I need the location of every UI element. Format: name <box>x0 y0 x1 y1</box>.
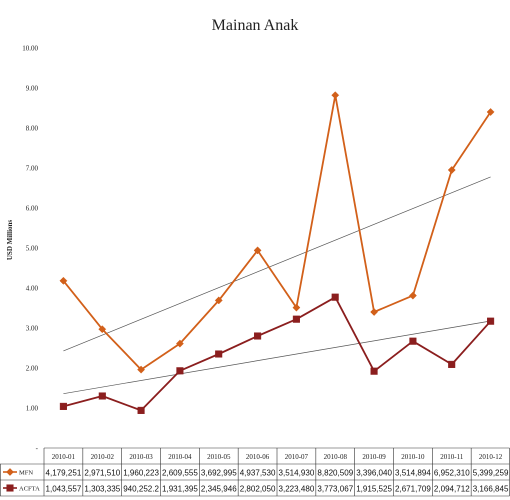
y-tick-label: 9.00 <box>26 85 39 93</box>
trendline-acfta <box>63 320 491 395</box>
x-tick-label: 2010-07 <box>285 453 309 461</box>
point-mfn <box>253 246 262 255</box>
data-label: 3,514,930 <box>279 468 315 478</box>
x-tick-label: 2010-03 <box>129 453 153 461</box>
legend-label: ACFTA <box>19 486 40 493</box>
point-acfta <box>137 406 145 414</box>
y-tick-label: 3.00 <box>26 325 39 333</box>
data-label: 940,252.2 <box>123 484 159 494</box>
data-label: 5,399,259 <box>473 468 509 478</box>
data-label: 1,931,395 <box>162 484 198 494</box>
line-acfta <box>63 296 492 412</box>
chart-title: Mainan Anak <box>212 17 299 34</box>
legend-mfn: MFN <box>3 468 33 477</box>
data-label: 4,937,530 <box>240 468 276 478</box>
x-tick-label: 2010-09 <box>362 453 386 461</box>
point-acfta <box>98 392 106 400</box>
line-mfn <box>62 94 492 371</box>
point-acfta <box>59 402 67 410</box>
series-acfta <box>59 293 495 414</box>
x-tick-label: 2010-01 <box>52 453 76 461</box>
y-axis-label: USD Millions <box>6 220 14 261</box>
data-label: 3,166,845 <box>473 484 509 494</box>
legend-acfta: ACFTA <box>3 484 40 493</box>
y-tick-label: 1.00 <box>26 405 39 413</box>
point-acfta <box>176 367 184 375</box>
y-tick-label: 6.00 <box>26 205 39 213</box>
data-label: 3,514,894 <box>395 468 431 478</box>
x-tick-label: 2010-05 <box>207 453 231 461</box>
data-table: 2010-01 2010-02 2010-03 2010-04 2010-05 2010-… <box>0 447 510 497</box>
y-tick-label: 8.00 <box>26 125 39 133</box>
point-mfn <box>137 365 146 374</box>
point-acfta <box>370 367 378 375</box>
trendline-mfn <box>63 176 491 352</box>
point-mfn <box>408 291 417 300</box>
data-label: 2,345,946 <box>201 484 237 494</box>
y-tick-label: 10.00 <box>22 45 38 53</box>
data-label: 1,915,525 <box>356 484 392 494</box>
point-acfta <box>254 332 262 340</box>
data-label: 2,094,712 <box>434 484 470 494</box>
point-acfta <box>448 360 456 368</box>
x-tick-label: 2010-08 <box>324 453 348 461</box>
y-tick-label: 2.00 <box>26 365 39 373</box>
y-axis-ticks: - 1.00 2.00 3.00 4.00 5.00 6.00 7.00 8.00 9.00 10.… <box>22 45 38 453</box>
data-label: 6,952,310 <box>434 468 470 478</box>
x-tick-label: 2010-06 <box>246 453 270 461</box>
data-label: 3,223,480 <box>279 484 315 494</box>
y-tick-label: 7.00 <box>26 165 39 173</box>
point-mfn <box>59 276 68 285</box>
data-label: 8,820,509 <box>317 468 353 478</box>
series-mfn <box>59 91 495 374</box>
data-label: 2,609,555 <box>162 468 198 478</box>
x-tick-label: 2010-12 <box>479 453 503 461</box>
point-mfn <box>292 303 301 312</box>
point-acfta <box>487 317 495 325</box>
data-label: 3,396,040 <box>356 468 392 478</box>
legend-marker <box>6 468 14 476</box>
data-label: 3,692,995 <box>201 468 237 478</box>
point-mfn <box>486 108 495 116</box>
data-label: 1,043,557 <box>46 484 82 494</box>
point-acfta <box>331 293 339 301</box>
data-label: 3,773,067 <box>317 484 353 494</box>
series-group <box>59 91 495 414</box>
x-tick-label: 2010-02 <box>91 453 115 461</box>
point-mfn <box>331 91 340 100</box>
data-label: 4,179,251 <box>46 468 82 478</box>
point-mfn <box>98 325 107 334</box>
y-tick-label: - <box>36 445 39 453</box>
point-acfta <box>409 337 417 345</box>
point-acfta <box>292 315 300 323</box>
x-tick-label: 2010-10 <box>401 453 425 461</box>
legend-marker <box>6 484 14 492</box>
data-label: 2,671,709 <box>395 484 431 494</box>
point-mfn <box>447 166 456 174</box>
point-mfn <box>370 308 379 316</box>
trendlines <box>63 176 491 395</box>
data-label: 1,960,223 <box>123 468 159 478</box>
data-label: 2,802,050 <box>240 484 276 494</box>
y-tick-label: 5.00 <box>26 245 39 253</box>
point-mfn <box>214 296 223 305</box>
data-label: 1,303,335 <box>84 484 120 494</box>
y-tick-label: 4.00 <box>26 285 39 293</box>
data-label: 2,971,510 <box>84 468 120 478</box>
point-mfn <box>175 339 184 348</box>
x-tick-label: 2010-11 <box>440 453 464 461</box>
legend-label: MFN <box>19 470 33 477</box>
point-acfta <box>215 350 223 358</box>
x-tick-label: 2010-04 <box>168 453 192 461</box>
